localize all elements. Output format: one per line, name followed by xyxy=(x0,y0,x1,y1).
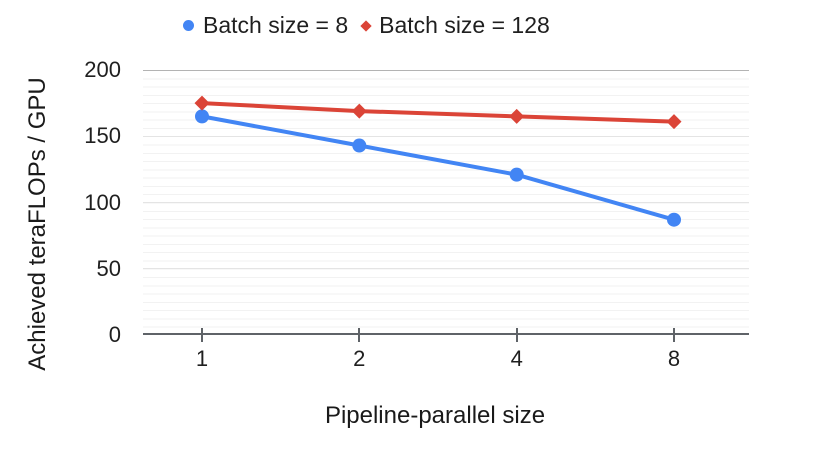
data-point-batch-size-128-x1 xyxy=(194,95,210,111)
legend-item-batch-128: Batch size = 128 xyxy=(360,12,550,39)
data-point-batch-size-128-x4 xyxy=(509,108,525,124)
data-point-batch-size-8-x4 xyxy=(509,167,524,182)
legend-label-batch-8: Batch size = 8 xyxy=(203,12,349,38)
legend-item-batch-8: Batch size = 8 xyxy=(183,12,348,39)
y-tick-label-0: 0 xyxy=(108,322,121,347)
x-tick-mark-2 xyxy=(358,328,361,342)
gridline-y-200 xyxy=(143,69,749,71)
x-tick-label-2: 2 xyxy=(353,346,366,371)
circle-marker-icon xyxy=(183,20,194,31)
series-layer xyxy=(194,95,682,227)
data-point-batch-size-128-x2 xyxy=(351,103,367,119)
plot-area xyxy=(143,69,749,335)
diamond-marker-icon xyxy=(360,19,372,32)
legend-label-batch-128: Batch size = 128 xyxy=(379,12,550,38)
data-point-batch-size-8-x8 xyxy=(667,212,681,227)
x-axis-title: Pipeline-parallel size xyxy=(324,402,546,429)
x-tick-mark-1 xyxy=(201,328,203,342)
data-point-batch-size-8-x1 xyxy=(195,109,209,124)
x-tick-label-1: 1 xyxy=(195,346,209,371)
series-line-batch-size-8 xyxy=(201,114,675,222)
data-point-batch-size-8-x2 xyxy=(352,138,367,153)
x-tick-mark-4 xyxy=(515,328,518,342)
series-line-batch-size-128 xyxy=(201,101,675,124)
x-tick-label-4: 4 xyxy=(510,346,523,371)
y-tick-label-200: 200 xyxy=(84,57,121,82)
x-tick-mark-8 xyxy=(673,328,675,342)
gridline-y-100 xyxy=(143,202,749,203)
data-point-batch-size-128-x8 xyxy=(666,114,682,130)
y-tick-label-50: 50 xyxy=(96,255,121,281)
x-axis-line xyxy=(143,333,749,335)
y-tick-label-150: 150 xyxy=(84,123,121,149)
gridline-y-50 xyxy=(143,268,749,270)
x-tick-label-8: 8 xyxy=(667,346,681,371)
gridline-y-150 xyxy=(143,135,749,137)
chart-legend: Batch size = 8 Batch size = 128 xyxy=(183,12,550,39)
y-tick-label-100: 100 xyxy=(84,189,121,215)
